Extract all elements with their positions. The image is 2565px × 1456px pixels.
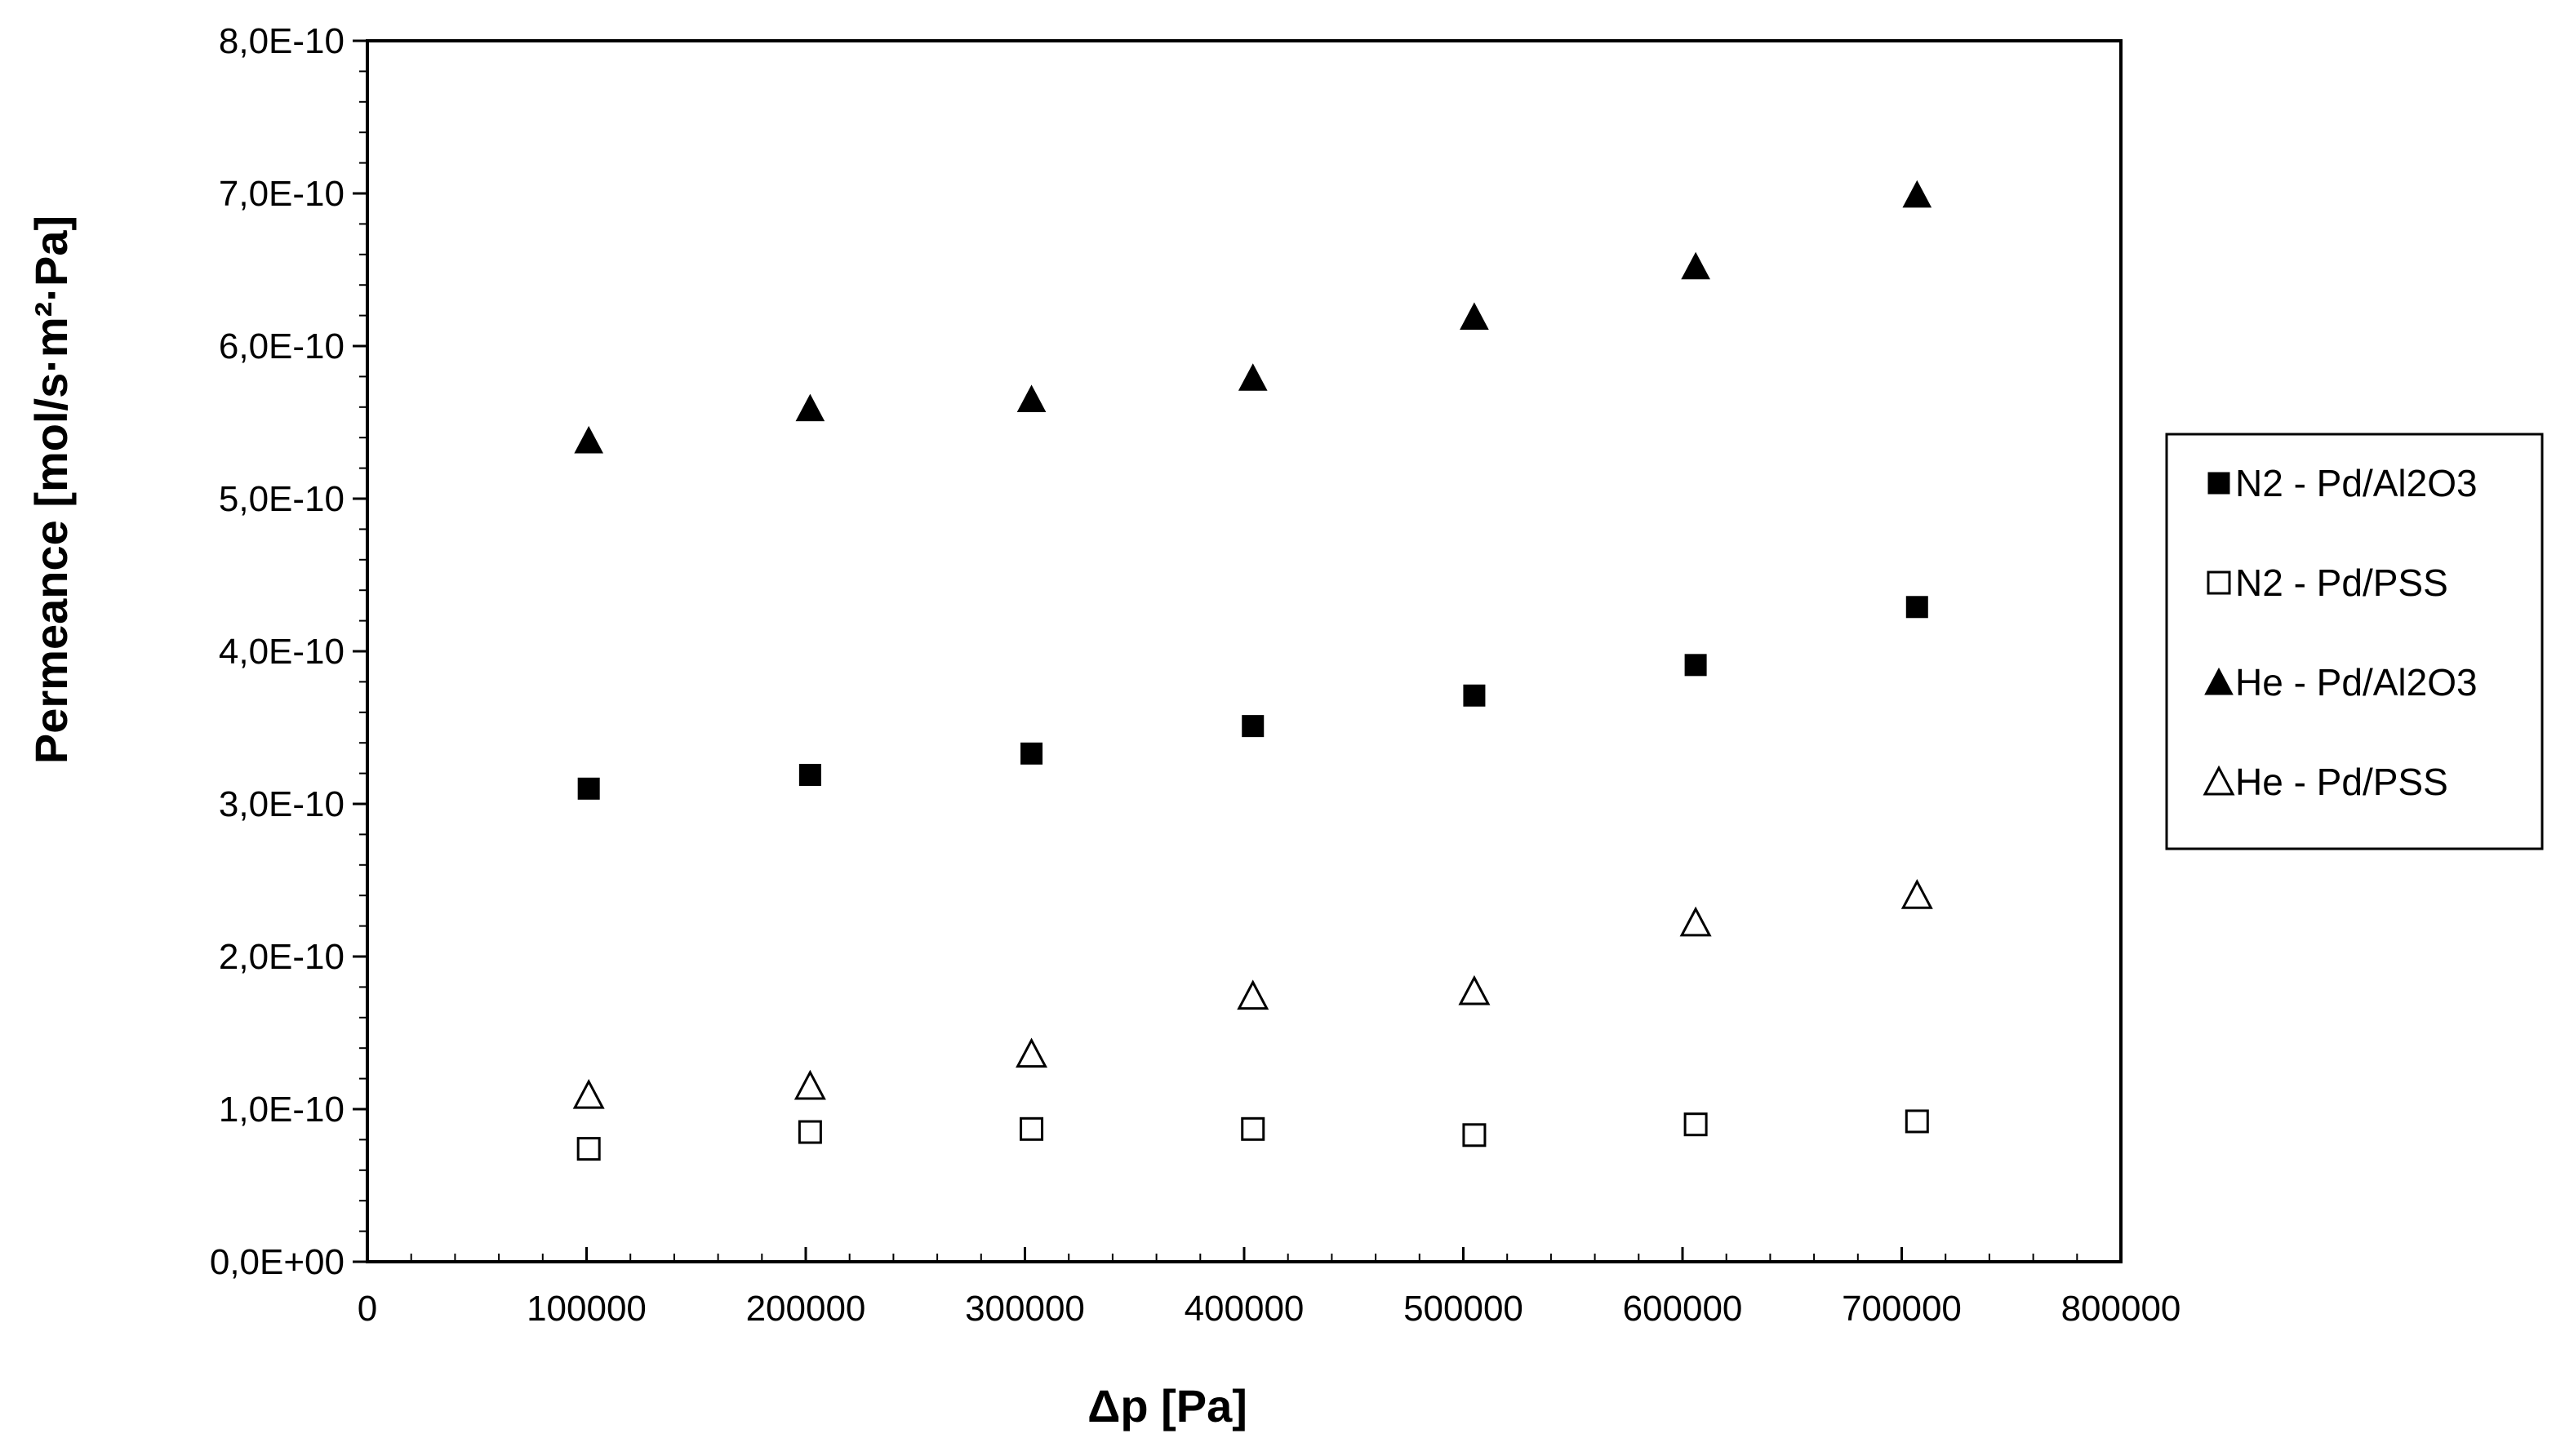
data-point — [574, 425, 604, 454]
data-point — [1241, 1116, 1265, 1141]
data-point — [1016, 384, 1047, 412]
data-point — [1463, 684, 1486, 707]
data-point — [1458, 974, 1491, 1005]
y-tick-label: 7,0E-10 — [219, 174, 345, 214]
data-point — [1237, 979, 1269, 1010]
y-tick-label: 0,0E+00 — [210, 1242, 345, 1282]
series-n2-pd-pss — [576, 1109, 1929, 1161]
legend-box — [2165, 433, 2544, 850]
x-tick-label: 200000 — [746, 1289, 866, 1329]
data-point — [1242, 715, 1265, 738]
legend-label: He - Pd/Al2O3 — [2235, 661, 2478, 704]
data-point — [1684, 654, 1707, 677]
legend-marker — [2207, 472, 2230, 495]
y-tick-label: 4,0E-10 — [219, 632, 345, 672]
y-tick-label: 6,0E-10 — [219, 326, 345, 366]
data-point — [1905, 1109, 1929, 1134]
data-point — [572, 1078, 605, 1109]
y-tick-label: 1,0E-10 — [219, 1090, 345, 1130]
x-axis-title: Δp [Pa] — [1087, 1380, 1247, 1432]
x-tick-label: 0 — [358, 1289, 377, 1329]
x-tick-label: 500000 — [1403, 1289, 1523, 1329]
data-point — [1238, 363, 1268, 391]
legend-marker — [2203, 765, 2235, 796]
data-point — [1681, 251, 1710, 280]
data-point — [1460, 302, 1489, 330]
data-point — [1462, 1123, 1487, 1147]
legend: N2 - Pd/Al2O3 N2 - Pd/PSS He - Pd/Al2O3 He … — [2165, 433, 2544, 850]
data-point — [798, 763, 821, 786]
series-n2-pd-al2o3 — [577, 596, 1928, 800]
data-series — [572, 180, 1933, 1161]
y-tick-label: 8,0E-10 — [219, 21, 345, 61]
x-tick-label: 300000 — [965, 1289, 1085, 1329]
y-tick-label: 3,0E-10 — [219, 784, 345, 824]
x-tick-label: 800000 — [2061, 1289, 2181, 1329]
legend-marker — [2204, 667, 2234, 695]
x-tick-label: 100000 — [527, 1289, 647, 1329]
data-point — [576, 1137, 601, 1161]
series-he-pd-pss — [572, 879, 1933, 1109]
x-axis-tick-labels: 0 100000 200000 300000 400000 500000 600000 700… — [358, 1289, 2181, 1329]
x-tick-label: 700000 — [1842, 1289, 1962, 1329]
y-tick-label: 5,0E-10 — [219, 479, 345, 519]
data-point — [794, 1069, 826, 1100]
data-point — [1683, 1112, 1708, 1137]
data-point — [798, 1120, 822, 1144]
data-point — [1902, 180, 1932, 208]
series-he-pd-al2o3 — [574, 180, 1932, 454]
data-point — [577, 777, 600, 800]
data-point — [1679, 906, 1712, 937]
x-tick-label: 600000 — [1623, 1289, 1743, 1329]
y-axis-tick-labels: 0,0E+00 1,0E-10 2,0E-10 3,0E-10 4,0E-10 5,0E-… — [210, 21, 345, 1282]
legend-label: N2 - Pd/Al2O3 — [2235, 462, 2478, 504]
y-tick-label: 2,0E-10 — [219, 937, 345, 977]
plot-area-frame — [366, 39, 2123, 1263]
data-point — [1905, 596, 1928, 619]
y-axis-title: Permeance [mol/s·m²·Pa] — [25, 215, 77, 764]
legend-label: N2 - Pd/PSS — [2235, 562, 2448, 604]
data-point — [1020, 1116, 1044, 1141]
legend-marker — [2207, 570, 2231, 595]
data-point — [1900, 879, 1933, 909]
data-point — [795, 393, 825, 422]
data-point — [1020, 742, 1043, 765]
x-tick-label: 400000 — [1185, 1289, 1305, 1329]
legend-label: He - Pd/PSS — [2235, 761, 2448, 803]
data-point — [1016, 1037, 1048, 1068]
